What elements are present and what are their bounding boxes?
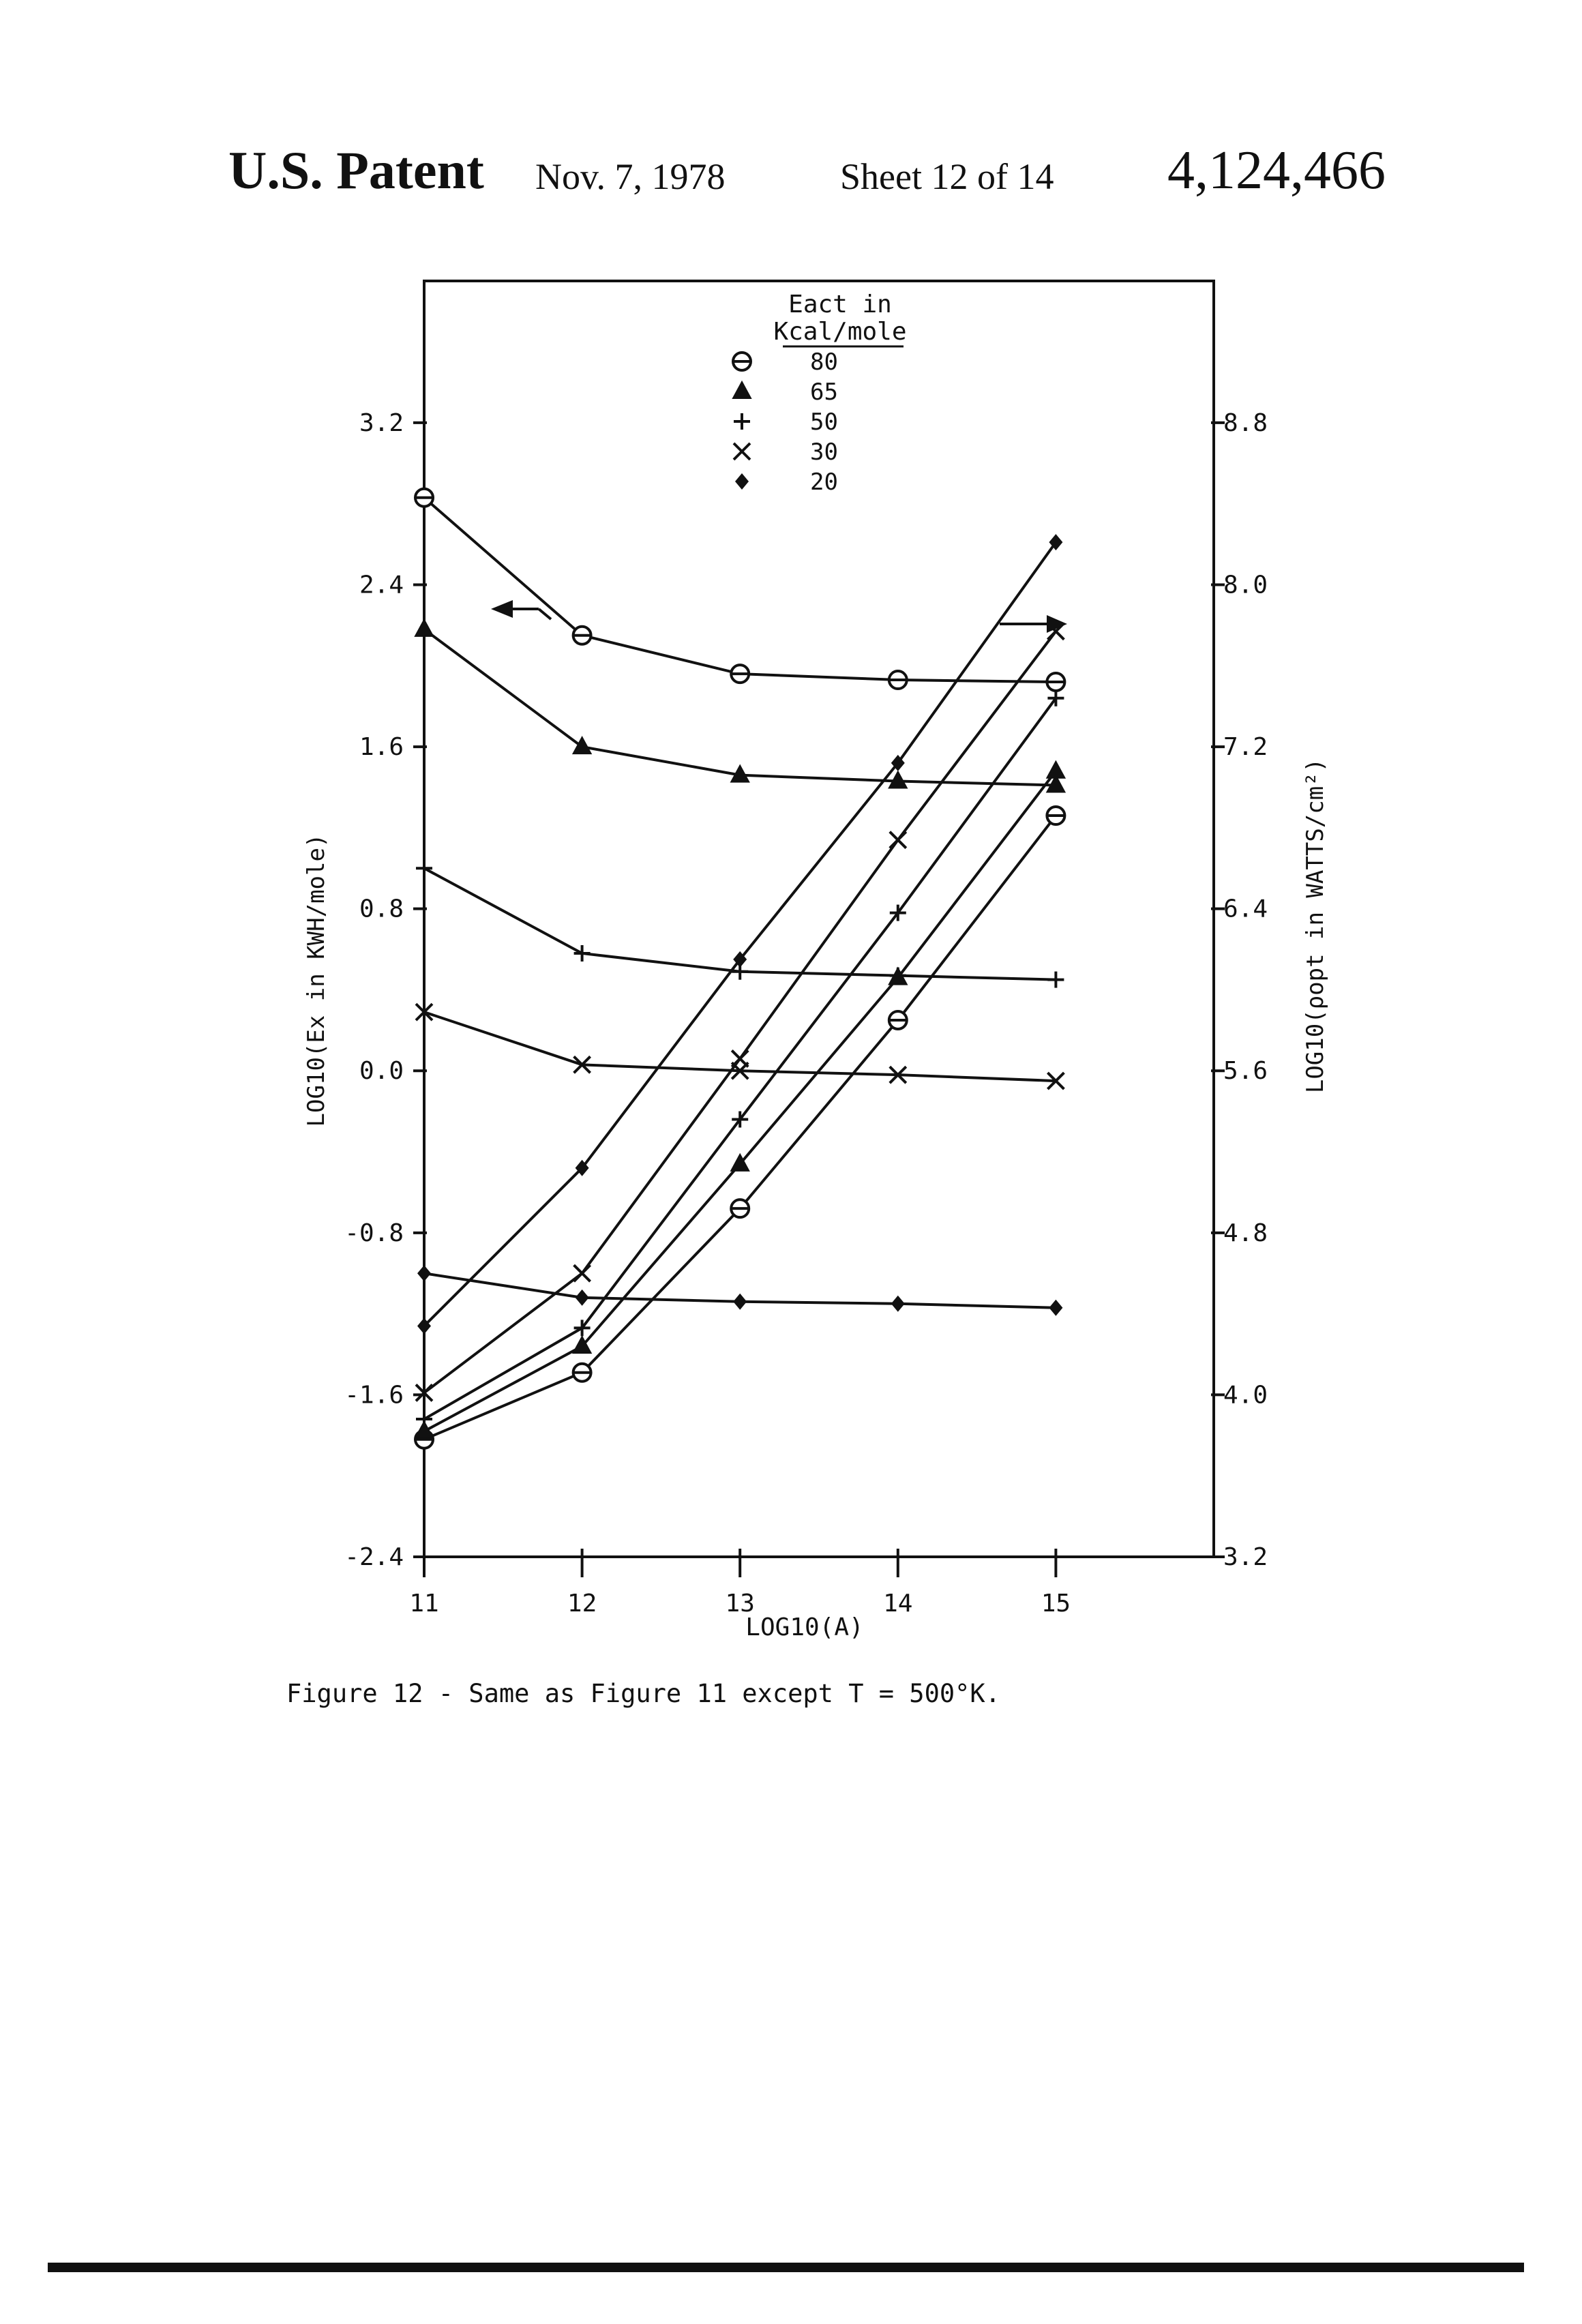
data-point-right-50-0: [416, 1411, 432, 1427]
data-point-left-20-1: [576, 1290, 589, 1306]
data-point-right-30-3: [890, 832, 906, 848]
legend-label-80: 80: [810, 348, 838, 376]
y-right-tick-label-3: 5.6: [1223, 1057, 1268, 1085]
legend-marker-30: [734, 443, 750, 460]
data-point-left-50-4: [1047, 972, 1064, 988]
y-right-tick-label-1: 4.0: [1223, 1381, 1268, 1409]
data-point-left-80-0: [415, 489, 433, 507]
page-bottom-rule: [48, 2263, 1524, 2272]
series-line-left-80: [424, 498, 1056, 682]
y-left-tick-label-6: 2.4: [359, 571, 404, 599]
x-tick-label-1: 12: [567, 1590, 597, 1618]
y-right-tick-label-2: 4.8: [1223, 1219, 1268, 1247]
y-right-tick-label-7: 8.8: [1223, 409, 1268, 437]
legend-label-20: 20: [810, 468, 838, 496]
y-right-tick-label-0: 3.2: [1223, 1543, 1268, 1571]
y-right-tick-label-6: 8.0: [1223, 571, 1268, 599]
legend-label-65: 65: [810, 378, 838, 406]
data-point-left-50-0: [416, 860, 432, 876]
legend-marker-80: [733, 353, 751, 370]
legend-marker-50: [734, 413, 750, 430]
data-point-right-80-2: [731, 1200, 749, 1217]
y-left-tick-label-0: -2.4: [344, 1543, 404, 1571]
y-right-tick-label-5: 7.2: [1223, 733, 1268, 761]
data-point-right-30-2: [732, 1050, 748, 1067]
x-tick-label-4: 15: [1041, 1590, 1071, 1618]
y-left-tick-label-2: -0.8: [344, 1219, 404, 1247]
data-point-right-80-4: [1047, 807, 1064, 824]
data-point-left-80-2: [731, 665, 749, 683]
data-point-left-80-3: [889, 671, 907, 689]
y-left-tick-label-1: -1.6: [344, 1381, 404, 1409]
x-tick-label-3: 14: [883, 1590, 912, 1618]
data-point-right-65-4: [1047, 762, 1064, 778]
series-line-right-30: [424, 631, 1056, 1393]
y-right-tick-label-4: 6.4: [1223, 895, 1268, 923]
legend-label-50: 50: [810, 408, 838, 436]
data-point-left-20-0: [417, 1265, 431, 1281]
data-point-left-65-0: [415, 620, 433, 636]
data-point-right-80-1: [573, 1364, 591, 1382]
data-point-left-20-2: [733, 1294, 747, 1310]
data-point-left-50-1: [574, 945, 591, 962]
legend-marker-20: [735, 473, 749, 490]
caption: Figure 12 - Same as Figure 11 except T =…: [286, 1679, 1000, 1708]
x-axis-label: LOG10(A): [745, 1613, 863, 1641]
data-point-left-20-4: [1049, 1300, 1062, 1316]
data-point-left-20-3: [891, 1296, 905, 1312]
series-line-right-65: [424, 771, 1056, 1431]
data-point-right-30-1: [574, 1265, 591, 1281]
left-axis-arrow-icon: [491, 600, 551, 619]
legend-title: Eact in: [788, 290, 892, 318]
data-point-right-80-3: [889, 1011, 907, 1029]
x-tick-label-0: 11: [409, 1590, 438, 1618]
data-point-left-80-1: [573, 627, 591, 644]
data-point-left-65-1: [573, 737, 591, 754]
legend-subtitle: Kcal/mole: [773, 318, 906, 346]
y-left-tick-label-3: 0.0: [359, 1057, 404, 1085]
series-line-left-65: [424, 629, 1056, 786]
legend-marker-65: [733, 382, 751, 398]
y-left-tick-label-4: 0.8: [359, 895, 404, 923]
y-left-tick-label-5: 1.6: [359, 733, 404, 761]
data-point-left-80-4: [1047, 673, 1064, 691]
y-left-axis-label: LOG10(Ex in KWH/mole): [303, 834, 330, 1127]
y-left-tick-label-7: 3.2: [359, 409, 404, 437]
y-right-axis-label: LOG10(ρopt in WATTS/cm²): [1302, 758, 1329, 1093]
legend-label-30: 30: [810, 438, 838, 466]
